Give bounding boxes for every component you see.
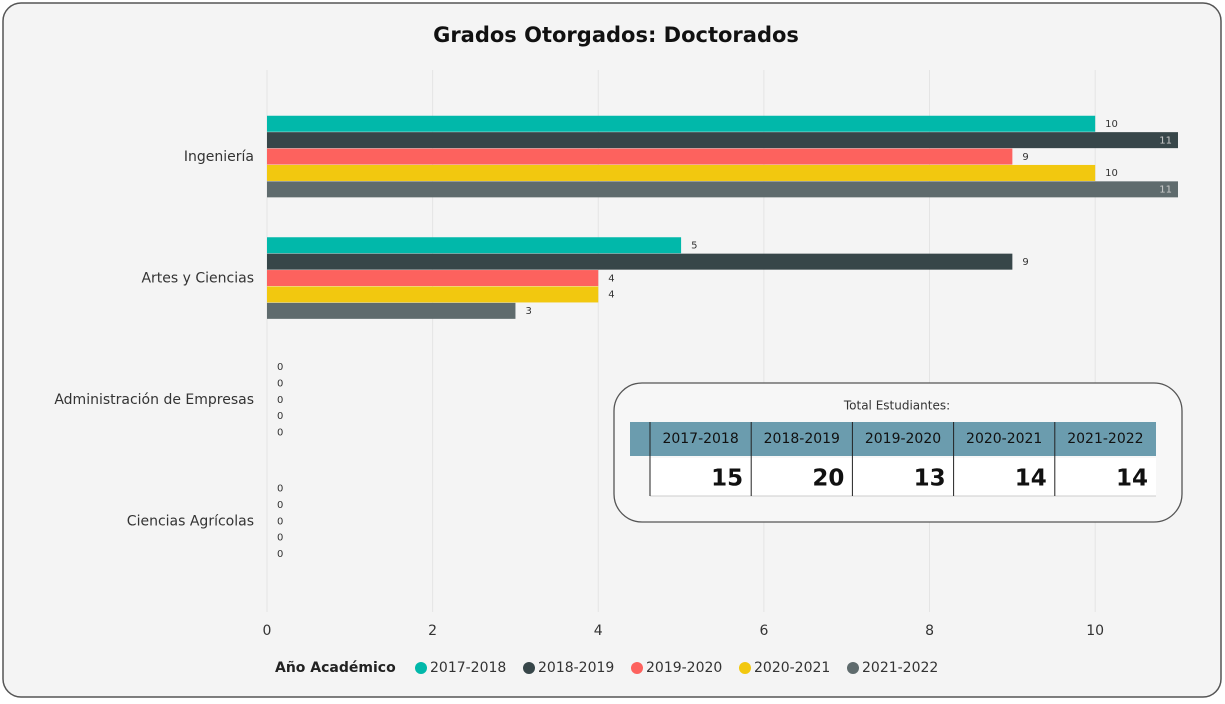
x-tick-label: 0 bbox=[263, 623, 272, 639]
table-value: 20 bbox=[812, 466, 844, 492]
legend-marker bbox=[631, 662, 643, 674]
bar bbox=[267, 148, 1013, 165]
y-tick-label: Ciencias Agrícolas bbox=[127, 513, 254, 529]
data-label: 0 bbox=[277, 428, 283, 439]
data-label: 0 bbox=[277, 500, 283, 511]
legend-label: 2018-2019 bbox=[538, 660, 614, 676]
bar bbox=[267, 164, 1096, 181]
data-label: 4 bbox=[608, 290, 614, 301]
table-header-bg bbox=[630, 422, 1156, 456]
data-label: 0 bbox=[277, 533, 283, 544]
legend-label: 2019-2020 bbox=[646, 660, 722, 676]
data-label: 0 bbox=[277, 362, 283, 373]
data-label: 11 bbox=[1159, 135, 1172, 146]
data-label: 0 bbox=[277, 378, 283, 389]
bar bbox=[267, 115, 1096, 132]
bar bbox=[267, 253, 1013, 270]
x-tick-label: 4 bbox=[594, 623, 603, 639]
data-label: 0 bbox=[277, 516, 283, 527]
legend-label: 2017-2018 bbox=[430, 660, 506, 676]
chart-title: Grados Otorgados: Doctorados bbox=[433, 23, 799, 47]
data-label: 0 bbox=[277, 395, 283, 406]
data-label: 10 bbox=[1105, 168, 1118, 179]
table-value: 15 bbox=[711, 466, 743, 492]
bar bbox=[267, 302, 516, 319]
y-tick-label: Ingeniería bbox=[184, 149, 254, 165]
data-label: 4 bbox=[608, 273, 614, 284]
x-tick-label: 2 bbox=[428, 623, 437, 639]
data-label: 11 bbox=[1159, 185, 1172, 196]
bar bbox=[267, 132, 1178, 149]
data-label: 9 bbox=[1022, 257, 1028, 268]
legend-label: 2020-2021 bbox=[754, 660, 830, 676]
data-label: 5 bbox=[691, 240, 697, 251]
table-header: 2020-2021 bbox=[966, 431, 1042, 447]
table-header: 2019-2020 bbox=[865, 431, 941, 447]
legend-marker bbox=[847, 662, 859, 674]
legend-marker bbox=[415, 662, 427, 674]
data-label: 10 bbox=[1105, 119, 1118, 130]
legend-label: 2021-2022 bbox=[862, 660, 938, 676]
bar bbox=[267, 270, 599, 287]
x-tick-label: 10 bbox=[1086, 623, 1104, 639]
legend-title: Año Académico bbox=[275, 660, 396, 676]
data-label: 0 bbox=[277, 549, 283, 560]
bar bbox=[267, 237, 682, 254]
bar bbox=[267, 181, 1178, 198]
y-tick-label: Administración de Empresas bbox=[54, 392, 254, 408]
legend-marker bbox=[739, 662, 751, 674]
data-label: 0 bbox=[277, 483, 283, 494]
y-tick-label: Artes y Ciencias bbox=[141, 270, 254, 286]
data-label: 3 bbox=[525, 306, 531, 317]
table-header: 2018-2019 bbox=[764, 431, 840, 447]
table-value: 14 bbox=[1015, 466, 1047, 492]
x-tick-label: 6 bbox=[759, 623, 768, 639]
data-label: 9 bbox=[1022, 152, 1028, 163]
table-header: 2017-2018 bbox=[662, 431, 738, 447]
table-header: 2021-2022 bbox=[1067, 431, 1143, 447]
table-value: 14 bbox=[1116, 466, 1148, 492]
x-tick-label: 8 bbox=[925, 623, 934, 639]
bar bbox=[267, 286, 599, 303]
table-value: 13 bbox=[914, 466, 946, 492]
table-title: Total Estudiantes: bbox=[843, 399, 950, 413]
legend-marker bbox=[523, 662, 535, 674]
table-body-bg bbox=[650, 458, 1156, 496]
data-label: 0 bbox=[277, 411, 283, 422]
